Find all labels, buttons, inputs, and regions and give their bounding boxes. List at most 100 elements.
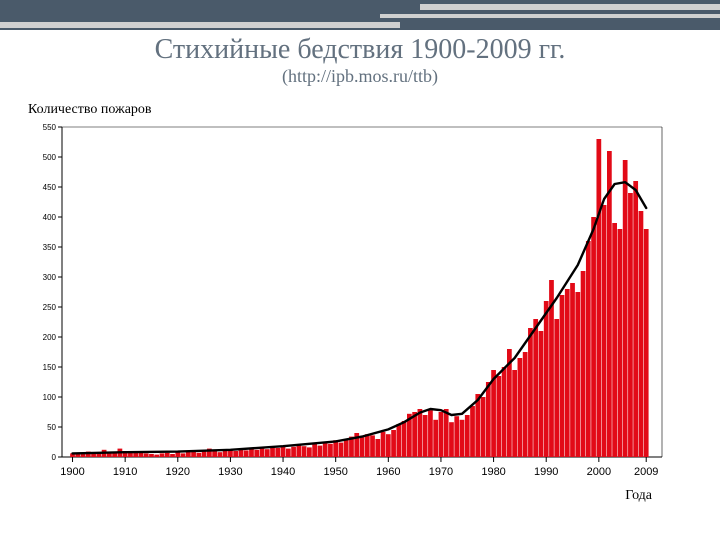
y-tick-label: 200: [43, 333, 57, 342]
bar: [402, 421, 407, 457]
bar: [454, 416, 459, 457]
bar: [154, 455, 159, 457]
bar: [339, 443, 344, 457]
bar: [586, 241, 591, 457]
bar: [296, 445, 301, 457]
title-main: Стихийные бедствия 1900-2009 гг.: [10, 34, 710, 66]
bar: [260, 448, 265, 457]
bar: [286, 449, 291, 457]
y-tick-label: 250: [43, 303, 57, 312]
bar: [475, 394, 480, 457]
bar: [265, 449, 270, 457]
bar: [291, 447, 296, 457]
bar: [596, 139, 601, 457]
bar: [328, 444, 333, 457]
bar: [381, 432, 386, 457]
bar: [344, 439, 349, 457]
bar: [233, 451, 238, 457]
bar: [165, 453, 170, 457]
bar: [365, 434, 370, 457]
y-axis-title: Количество пожаров: [28, 102, 152, 117]
bar: [481, 397, 486, 457]
bar: [575, 292, 580, 457]
decor-stripe-right-1: [420, 4, 720, 10]
bar: [418, 409, 423, 457]
bar: [249, 449, 254, 457]
x-tick-label: 1930: [218, 466, 242, 478]
x-tick-label: 2009: [634, 466, 658, 478]
bar: [554, 319, 559, 457]
y-tick-label: 100: [43, 393, 57, 402]
bar: [512, 370, 517, 457]
bar: [133, 453, 138, 457]
y-tick-label: 550: [43, 123, 57, 132]
bar: [602, 205, 607, 457]
bar: [144, 454, 149, 458]
bar: [486, 382, 491, 457]
bar: [439, 412, 444, 457]
bar: [91, 454, 96, 457]
bar: [396, 424, 401, 457]
bar: [386, 434, 391, 457]
bar: [496, 376, 501, 457]
bar: [528, 328, 533, 457]
x-tick-label: 1970: [429, 466, 453, 478]
bar: [428, 410, 433, 457]
title-block: Стихийные бедствия 1900-2009 гг. (http:/…: [0, 30, 720, 95]
bar: [570, 283, 575, 457]
x-tick-label: 1920: [166, 466, 190, 478]
x-tick-label: 1910: [113, 466, 137, 478]
bar: [544, 301, 549, 457]
x-tick-label: 1990: [534, 466, 558, 478]
bar: [175, 452, 180, 457]
bar: [196, 453, 201, 457]
y-tick-label: 300: [43, 273, 57, 282]
y-tick-label: 450: [43, 183, 57, 192]
y-tick-label: 50: [47, 423, 56, 432]
bar: [370, 436, 375, 458]
x-tick-label: 1940: [271, 466, 295, 478]
bar: [502, 367, 507, 457]
bar: [307, 448, 312, 458]
bar: [533, 319, 538, 457]
bar: [223, 451, 228, 457]
bar: [523, 352, 528, 457]
x-tick-label: 1950: [323, 466, 347, 478]
bar: [360, 437, 365, 457]
x-tick-label: 2000: [587, 466, 611, 478]
bar: [323, 442, 328, 457]
bar: [254, 450, 259, 457]
bar: [149, 454, 154, 457]
bar: [581, 271, 586, 457]
bar: [565, 289, 570, 457]
bar: [460, 420, 465, 457]
bar: [644, 229, 649, 457]
bar: [412, 412, 417, 457]
y-tick-label: 350: [43, 243, 57, 252]
bar-chart: Количество пожаров 0 50 100 150 200 250 300 350 4…: [20, 97, 700, 517]
bar: [465, 415, 470, 457]
y-tick-label: 400: [43, 213, 57, 222]
x-tick-label: 1900: [60, 466, 84, 478]
bar: [302, 446, 307, 457]
bar: [470, 406, 475, 457]
bar: [539, 331, 544, 457]
bar: [633, 181, 638, 457]
y-tick-label: 500: [43, 153, 57, 162]
bar: [444, 409, 449, 457]
bar: [449, 422, 454, 457]
bar: [275, 448, 280, 457]
bar: [628, 193, 633, 457]
bar: [218, 452, 223, 457]
bar: [612, 223, 617, 457]
bar: [607, 151, 612, 457]
x-tick-label: 1960: [376, 466, 400, 478]
bar: [170, 454, 175, 457]
y-tick-label: 0: [52, 453, 57, 462]
decor-stripe-left: [0, 22, 400, 28]
bar: [623, 160, 628, 457]
bar: [318, 446, 323, 457]
bar: [518, 358, 523, 457]
y-tick-label: 150: [43, 363, 57, 372]
slide-top-bar: [0, 0, 720, 30]
